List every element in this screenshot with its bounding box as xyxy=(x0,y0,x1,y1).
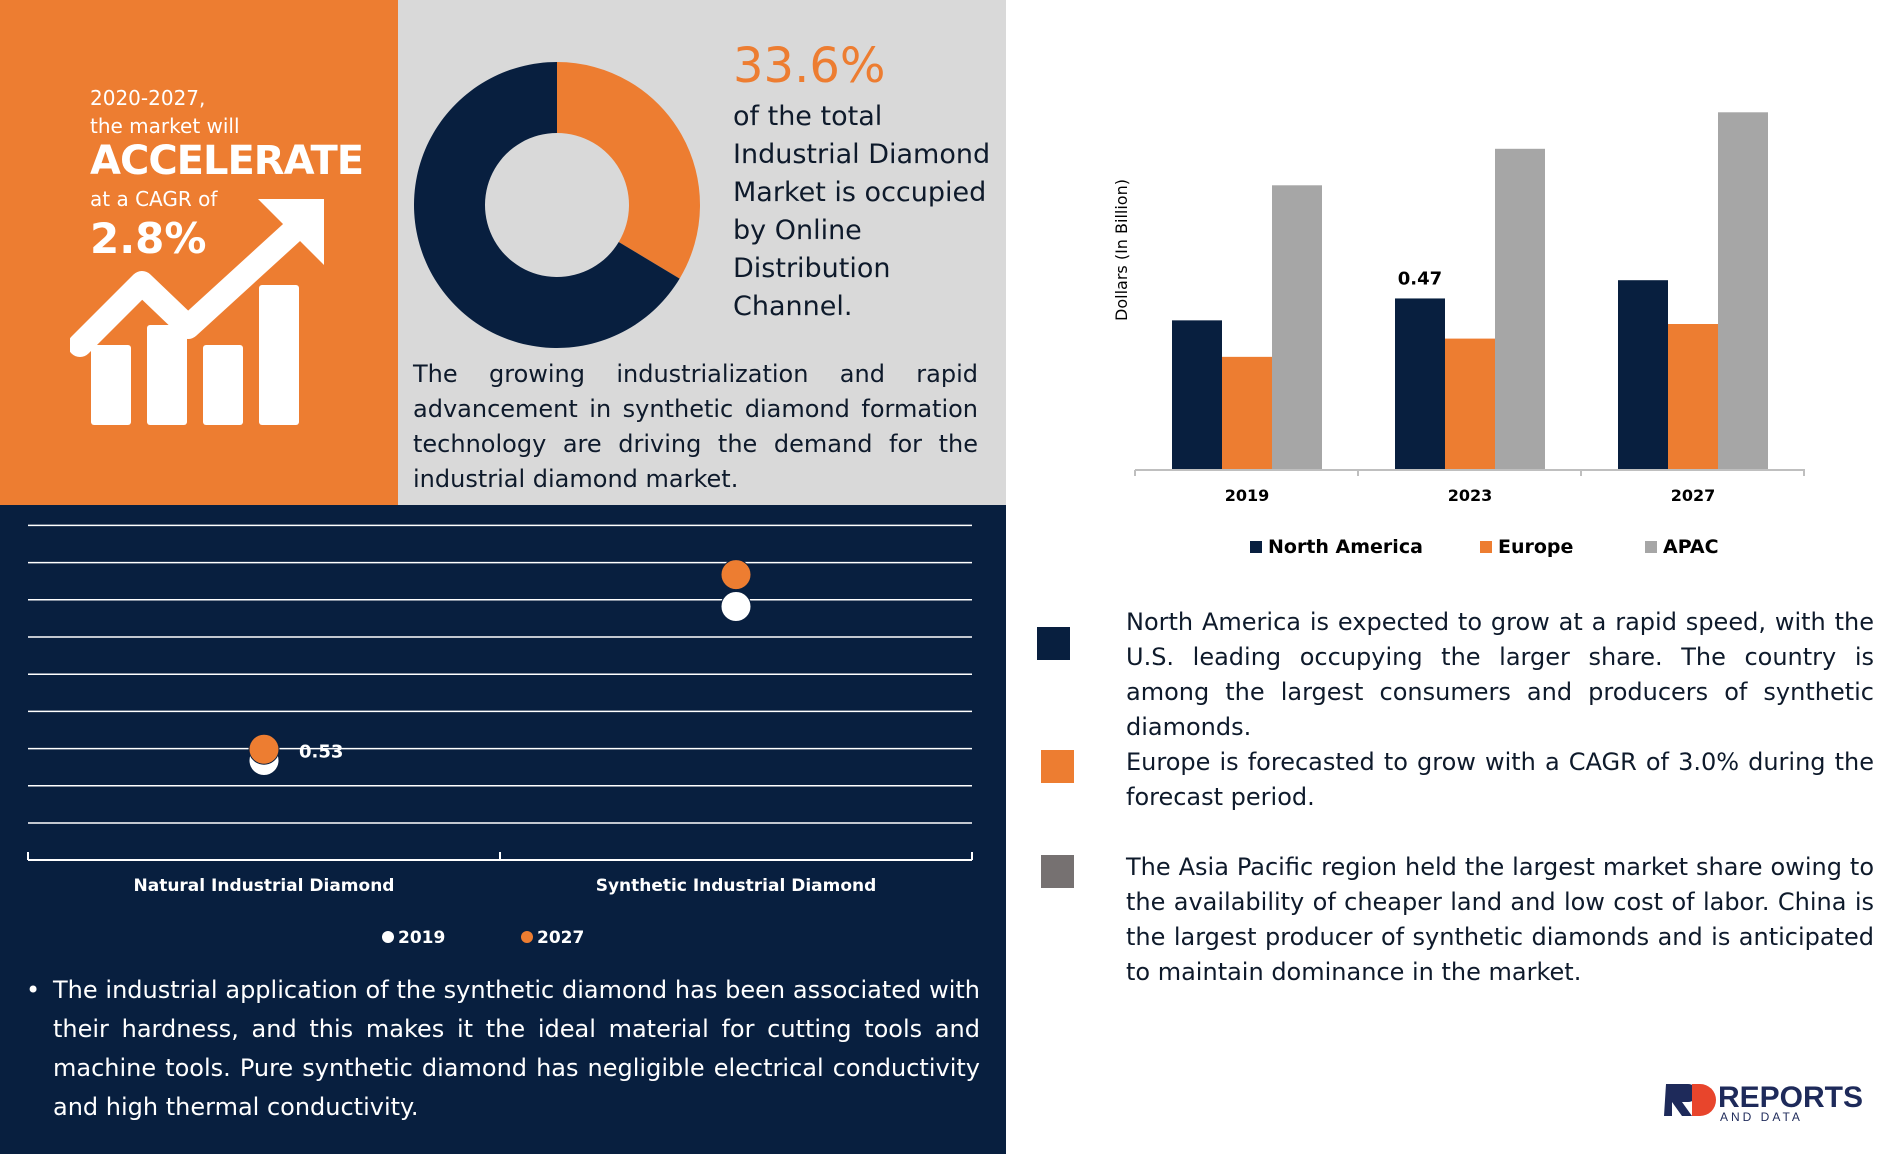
period-line: 2020-2027, xyxy=(90,86,206,110)
bar-legend-label: Europe xyxy=(1498,536,1573,558)
donut-slice-1 xyxy=(413,62,680,348)
bar-apac-2023 xyxy=(1495,148,1545,471)
cagr-prefix: at a CAGR of xyxy=(90,187,218,211)
bar-north-america-2023 xyxy=(1395,298,1445,470)
dot-x-tick-label: Natural Industrial Diamond xyxy=(134,876,395,896)
bar-legend-label: North America xyxy=(1268,536,1423,558)
accelerate-heading: ACCELERATE xyxy=(90,138,364,184)
bar-x-tick-label: 2019 xyxy=(1225,486,1270,505)
bar-legend-swatch xyxy=(1250,541,1262,553)
apac-text: The Asia Pacific region held the largest… xyxy=(1126,853,1874,986)
bullet-dot: • xyxy=(26,976,41,1004)
cagr-highlight-panel: 2020-2027, the market will ACCELERATE at… xyxy=(0,0,398,505)
intro-paragraph: The growing industrialization and rapid … xyxy=(413,360,978,493)
bar-annotation-label: 0.47 xyxy=(1398,268,1442,289)
dot-legend-marker xyxy=(521,931,533,943)
north-america-text: North America is expected to grow at a r… xyxy=(1126,608,1874,741)
apac-swatch xyxy=(1041,855,1074,888)
bar-y-axis-label: Dollars (In Billion) xyxy=(1112,179,1131,321)
bar-europe-2023 xyxy=(1445,338,1495,470)
dot-annotation-label: 0.53 xyxy=(299,741,343,762)
logo-brand-text: REPORTS xyxy=(1718,1081,1863,1114)
logo-sub-text: AND DATA xyxy=(1720,1110,1803,1122)
bar-north-america-2019 xyxy=(1172,320,1222,470)
share-percent: 33.6% xyxy=(733,38,886,94)
distribution-panel: 33.6% of the total Industrial Diamond Ma… xyxy=(398,0,1006,505)
logo-mark: REPORTS AND DATA xyxy=(1664,1081,1863,1124)
segment-dot-chart: Natural Industrial Diamond Synthetic Indu… xyxy=(27,524,973,948)
market-line: the market will xyxy=(90,114,240,138)
dot-legend-label: 2027 xyxy=(537,928,584,948)
donut-chart xyxy=(413,62,700,348)
bar-legend-label: APAC xyxy=(1663,536,1719,558)
segment-panel: Natural Industrial Diamond Synthetic Indu… xyxy=(0,505,1006,1154)
bar-x-tick-label: 2027 xyxy=(1671,486,1716,505)
bar-legend: North America Europe APAC xyxy=(1250,536,1719,558)
dot-x-tick-label: Synthetic Industrial Diamond xyxy=(596,876,877,896)
bar-europe-2027 xyxy=(1668,324,1718,470)
bar-apac-2019 xyxy=(1272,185,1322,471)
share-description: of the total Industrial Diamond Market i… xyxy=(733,101,991,322)
north-america-swatch xyxy=(1037,627,1070,660)
dot-legend-label: 2019 xyxy=(398,928,445,948)
growth-chart-icon xyxy=(70,199,324,425)
dot-2027-1 xyxy=(720,559,752,591)
reports-and-data-logo: REPORTS AND DATA xyxy=(1664,1074,1889,1126)
bar-apac-2027 xyxy=(1718,112,1768,471)
europe-text: Europe is forecasted to grow with a CAGR… xyxy=(1126,748,1874,811)
bar-europe-2019 xyxy=(1222,356,1272,470)
period-text: 2020-2027, the market will xyxy=(90,84,240,140)
cagr-value: 2.8% xyxy=(90,214,207,263)
bar-x-tick-label: 2023 xyxy=(1448,486,1493,505)
dot-legend-marker xyxy=(382,931,394,943)
application-text: The industrial application of the synthe… xyxy=(53,976,980,1121)
dot-legend: 2019 2027 xyxy=(382,928,584,948)
donut-slice-0 xyxy=(557,62,700,279)
europe-swatch xyxy=(1041,750,1074,783)
bar-north-america-2027 xyxy=(1618,280,1668,470)
dot-2019-1 xyxy=(720,591,752,622)
regional-bar-chart: Dollars (In Billion) 2019 2023 2027 0.47 N… xyxy=(1112,112,1805,558)
bar-legend-swatch xyxy=(1645,541,1657,553)
bar-legend-swatch xyxy=(1480,541,1492,553)
dot-2027-0 xyxy=(248,733,280,765)
